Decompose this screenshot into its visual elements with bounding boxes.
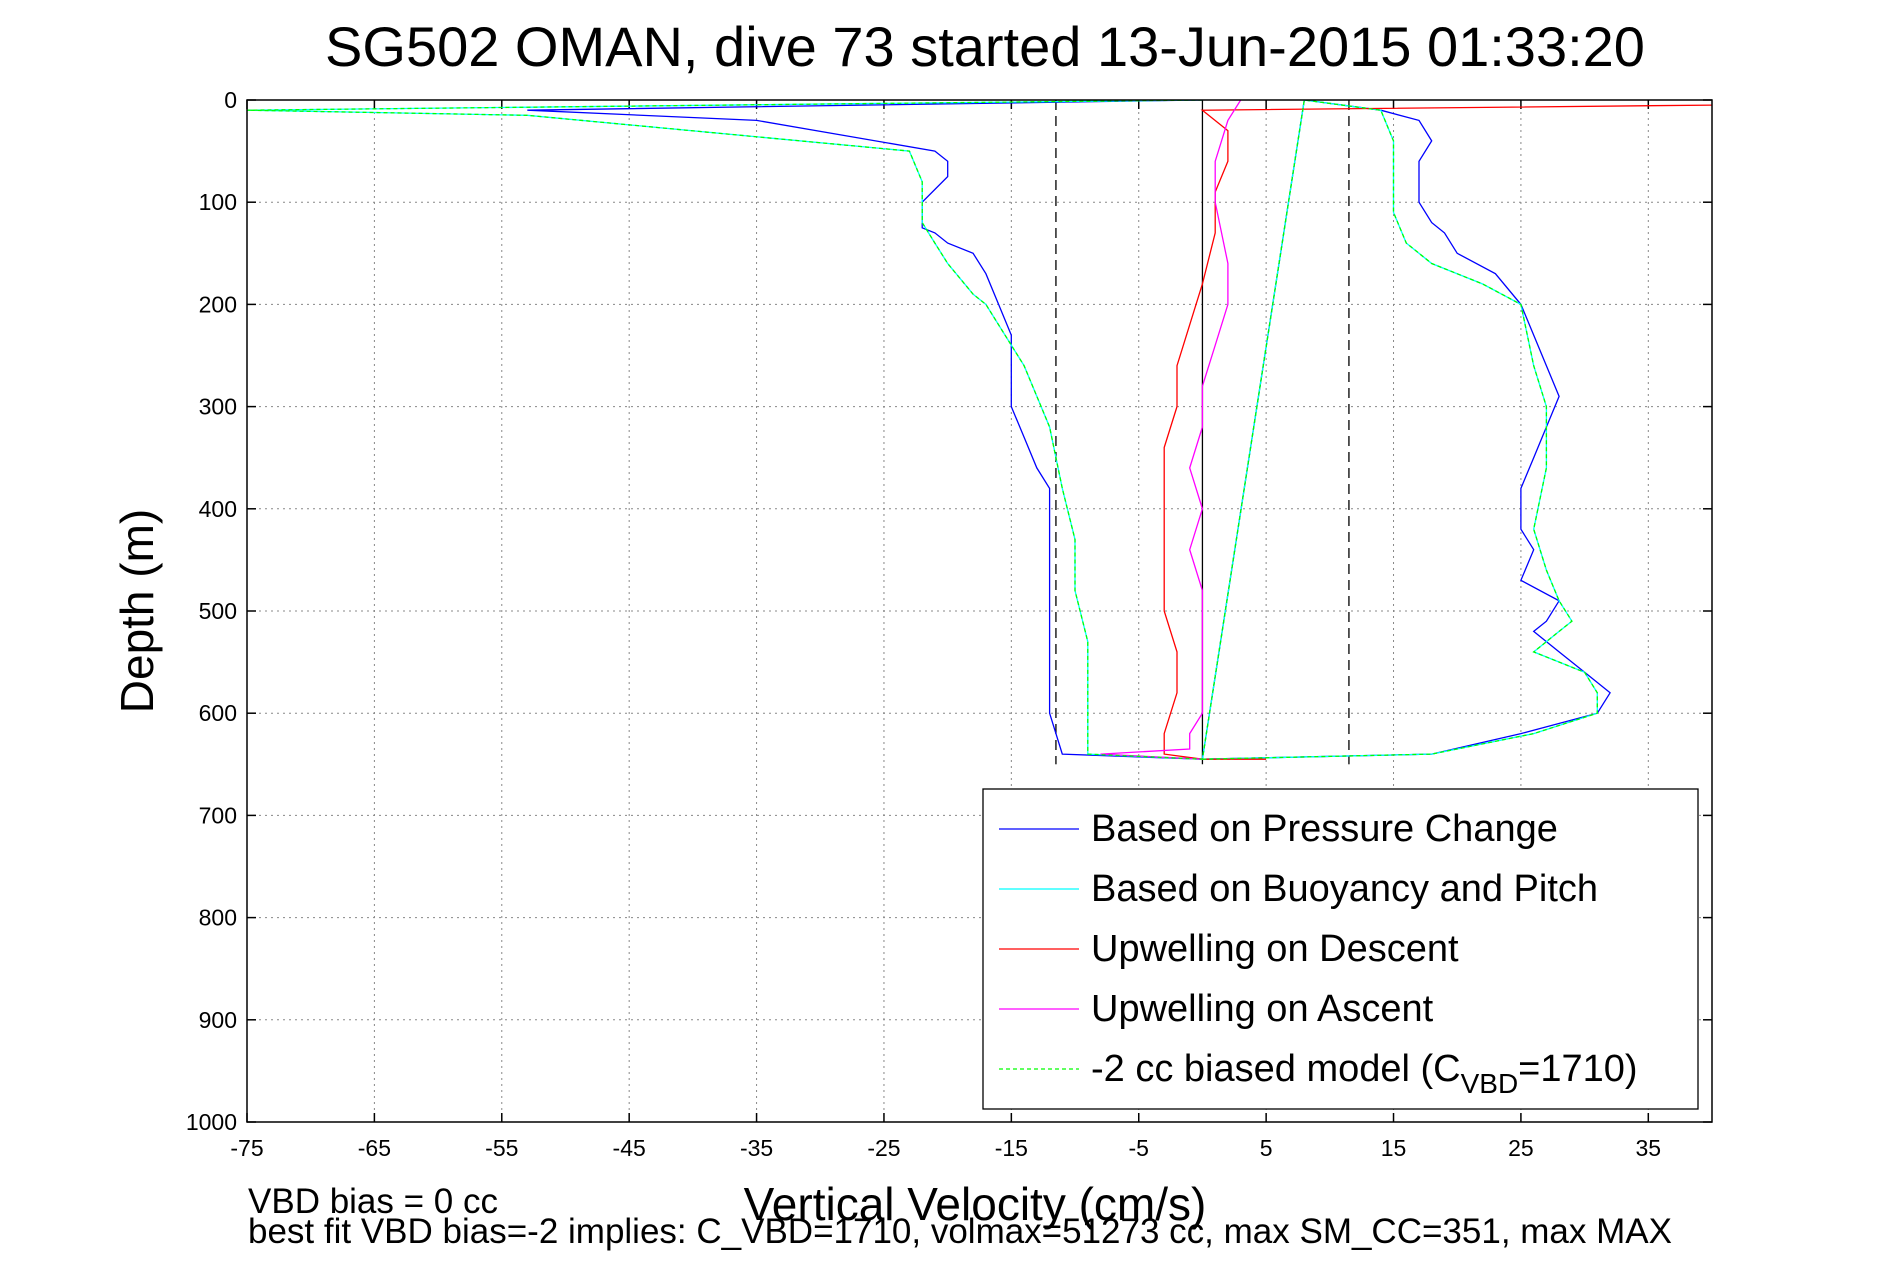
x-tick-labels: -75 -65 -55 -45 -35 -25 -15 -5 5 15 25 35 (230, 1135, 1661, 1161)
series-line-0 (527, 100, 1611, 760)
x-tick-label: -45 (613, 1135, 646, 1161)
y-tick-label: 800 (199, 905, 237, 931)
legend-label: Upwelling on Ascent (1091, 988, 1434, 1030)
x-tick-label: -75 (230, 1135, 263, 1161)
x-tick-label: 5 (1260, 1135, 1273, 1161)
chart-title: SG502 OMAN, dive 73 started 13-Jun-2015 … (325, 15, 1645, 78)
x-tick-label: -65 (358, 1135, 391, 1161)
series-line-2 (1163, 104, 1712, 760)
x-tick-label: -25 (867, 1135, 900, 1161)
x-axis-label: Vertical Velocity (cm/s) (744, 1178, 1207, 1230)
y-tick-label: 600 (199, 700, 237, 726)
y-tick-label: 300 (199, 394, 237, 420)
legend: Based on Pressure Change Based on Buoyanc… (982, 788, 1699, 1110)
series-group (247, 100, 1712, 760)
footnote-line-2: best fit VBD bias=-2 implies: C_VBD=1710… (248, 1212, 1672, 1251)
x-tick-label: -15 (995, 1135, 1028, 1161)
x-tick-label: -55 (485, 1135, 518, 1161)
y-tick-label: 500 (199, 598, 237, 624)
y-tick-label: 1000 (186, 1109, 237, 1135)
y-tick-label: 0 (224, 87, 237, 113)
legend-label: Upwelling on Descent (1091, 928, 1459, 970)
legend-box (982, 788, 1699, 1110)
x-tick-label: -35 (740, 1135, 773, 1161)
y-axis-label: Depth (m) (111, 509, 163, 713)
grid (246, 99, 1712, 1123)
legend-label: Based on Pressure Change (1091, 808, 1558, 850)
legend-label-subscript: VBD (1461, 1068, 1519, 1099)
y-tick-labels: 0 100 200 300 400 500 600 700 800 900 1000 (186, 87, 237, 1135)
legend-label-suffix: =1710) (1518, 1048, 1637, 1090)
x-tick-label: 15 (1381, 1135, 1407, 1161)
series-line-4 (247, 100, 1598, 760)
footnote-line-1: VBD bias = 0 cc (248, 1182, 498, 1221)
y-tick-label: 200 (199, 291, 237, 317)
x-tick-label: 25 (1508, 1135, 1534, 1161)
series-line-3 (1100, 100, 1242, 760)
x-tick-label: 35 (1636, 1135, 1662, 1161)
x-tick-label: -5 (1129, 1135, 1149, 1161)
legend-label: Based on Buoyancy and Pitch (1091, 868, 1598, 910)
plot-frame (246, 99, 1713, 1123)
y-tick-label: 700 (199, 802, 237, 828)
y-tick-label: 900 (199, 1007, 237, 1033)
y-tick-label: 400 (199, 496, 237, 522)
y-tick-label: 100 (199, 189, 237, 215)
